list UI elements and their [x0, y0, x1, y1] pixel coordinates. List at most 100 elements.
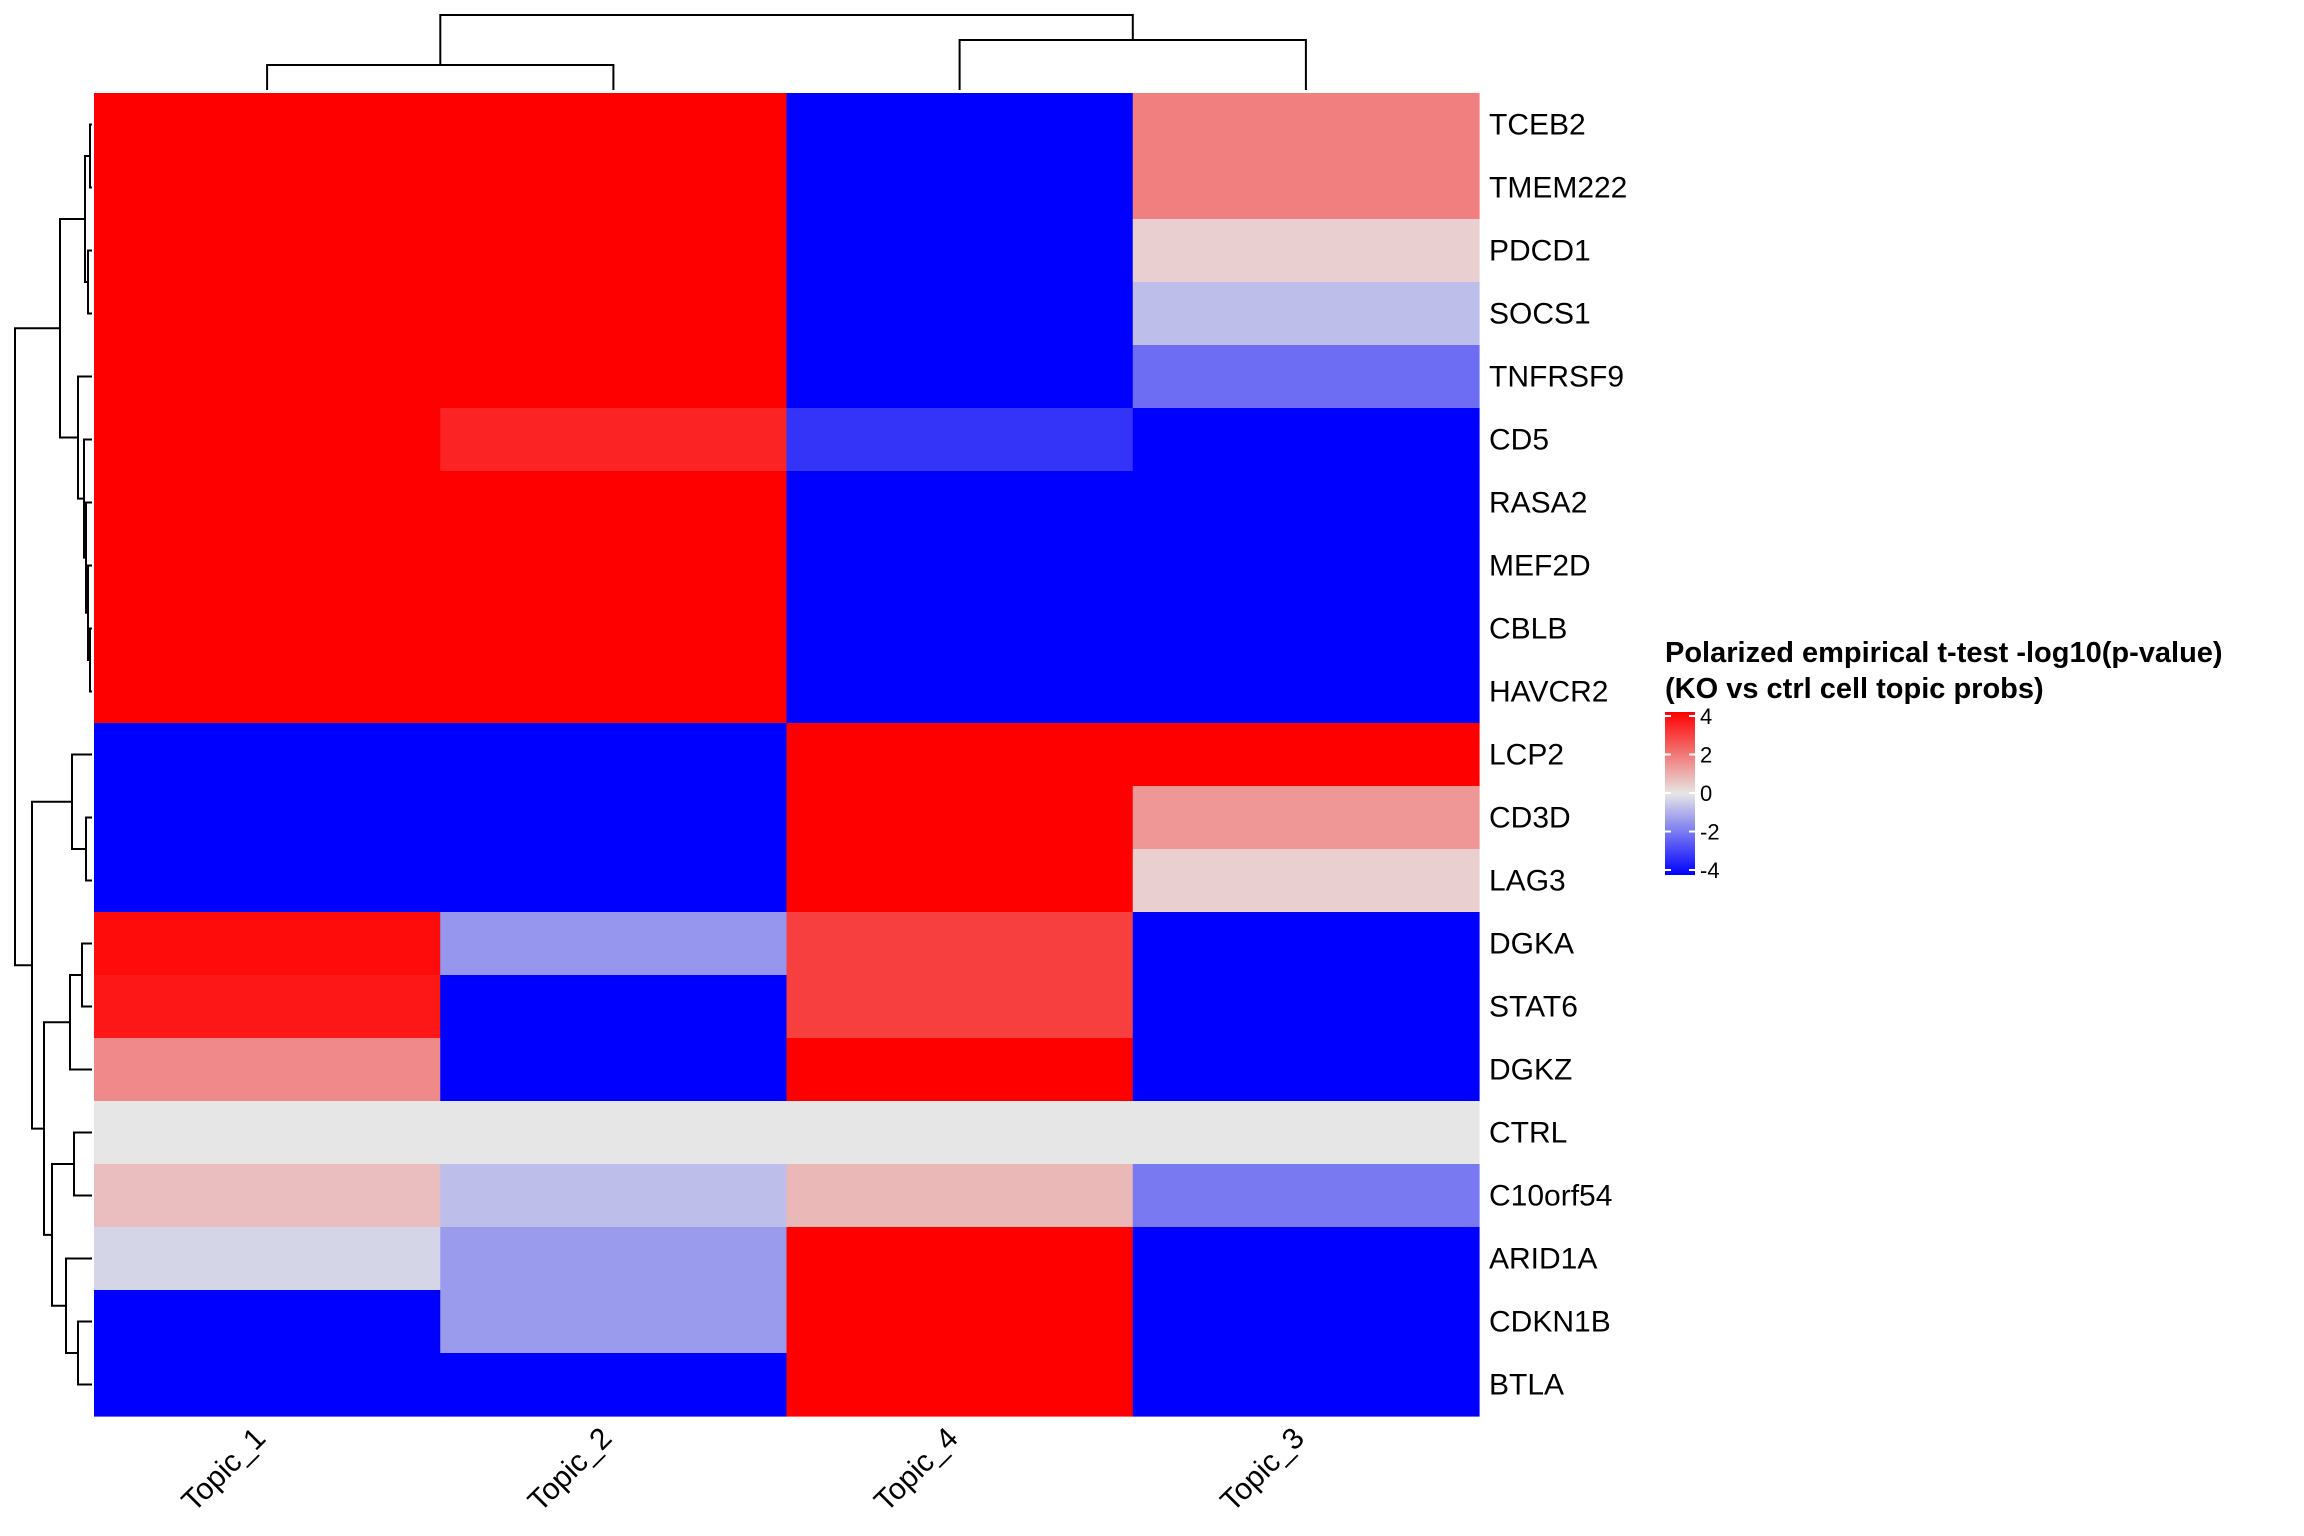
heatmap-cell — [786, 93, 1134, 157]
heatmap-cell — [94, 219, 441, 283]
heatmap-cell — [94, 975, 441, 1039]
heatmap-cell — [1132, 597, 1480, 661]
heatmap-cell — [786, 1164, 1134, 1228]
heatmap-cell — [94, 471, 441, 535]
column-label: Topic_4 — [868, 1422, 964, 1518]
heatmap-cell — [94, 156, 441, 220]
heatmap-cell — [786, 345, 1134, 409]
row-label: SOCS1 — [1489, 298, 1591, 331]
heatmap-cell — [94, 345, 441, 409]
row-dendrogram-branch — [71, 753, 92, 850]
row-label: CD3D — [1489, 802, 1571, 835]
legend-tick-label: 2 — [1700, 743, 1712, 768]
column-dendrogram-branch — [958, 39, 1307, 90]
heatmap-cell — [786, 975, 1134, 1039]
heatmap-cell — [786, 597, 1134, 661]
row-dendrogram-branch — [85, 816, 92, 882]
heatmap-cell — [1132, 534, 1480, 598]
heatmap-cell — [94, 723, 441, 787]
row-label: PDCD1 — [1489, 235, 1591, 268]
row-label: TCEB2 — [1489, 109, 1586, 142]
heatmap-cell — [94, 1101, 441, 1165]
heatmap-cell — [94, 93, 441, 157]
heatmap-cell — [786, 1227, 1134, 1291]
heatmap-cell — [440, 1227, 788, 1291]
heatmap-cell — [440, 786, 788, 850]
row-label: CBLB — [1489, 613, 1567, 646]
heatmap-cell — [94, 1353, 441, 1417]
heatmap-cell — [440, 93, 788, 157]
heatmap-cell — [94, 534, 441, 598]
heatmap-cell — [1132, 975, 1480, 1039]
heatmap-cell — [94, 597, 441, 661]
row-label: ARID1A — [1489, 1243, 1597, 1276]
heatmap-cell — [94, 1290, 441, 1354]
heatmap-cell — [786, 1101, 1134, 1165]
heatmap-cell — [94, 786, 441, 850]
column-dendrogram-branch — [266, 64, 615, 90]
heatmap-cell — [1132, 93, 1480, 157]
heatmap-cell — [786, 219, 1134, 283]
legend-tick-label: -2 — [1700, 820, 1720, 845]
heatmap-cell — [440, 912, 788, 976]
heatmap-cell — [440, 597, 788, 661]
heatmap-cell — [94, 1038, 441, 1102]
heatmap-cell — [440, 408, 788, 472]
heatmap-cells — [94, 93, 1480, 1417]
heatmap-cell — [1132, 471, 1480, 535]
heatmap-cell — [440, 345, 788, 409]
legend-tick-label: -4 — [1700, 858, 1720, 883]
row-label: MEF2D — [1489, 550, 1591, 583]
row-label: HAVCR2 — [1489, 676, 1608, 709]
column-labels: Topic_1 Topic_2 Topic_4 Topic_3 — [176, 1422, 1311, 1518]
heatmap-cell — [440, 660, 788, 724]
heatmap-cell — [440, 1164, 788, 1228]
row-label: BTLA — [1489, 1369, 1564, 1402]
heatmap-cell — [94, 660, 441, 724]
row-labels: TCEB2 TMEM222 PDCD1 SOCS1 TNFRSF9 CD5 RASA2 MEF… — [1489, 109, 1627, 1402]
row-label: RASA2 — [1489, 487, 1587, 520]
row-dendrogram-branch — [89, 627, 92, 693]
row-label: LCP2 — [1489, 739, 1564, 772]
heatmap-cell — [1132, 660, 1480, 724]
heatmap-cell — [1132, 345, 1480, 409]
heatmap-cell — [440, 1101, 788, 1165]
legend-title-line1: Polarized empirical t-test -log10(p-valu… — [1665, 637, 2223, 669]
row-label: C10orf54 — [1489, 1180, 1612, 1213]
row-dendrogram-branch — [73, 1131, 92, 1197]
legend-tick-label: 4 — [1700, 704, 1712, 729]
legend-tick-label: 0 — [1700, 781, 1712, 806]
row-dendrogram-branch — [51, 1163, 74, 1307]
heatmap-cell — [1132, 1101, 1480, 1165]
heatmap-cell — [94, 1227, 441, 1291]
row-label: DGKZ — [1489, 1054, 1572, 1087]
heatmap-cell — [786, 723, 1134, 787]
column-dendrogram-branch — [439, 14, 1134, 65]
heatmap-cell — [440, 156, 788, 220]
heatmap-cell — [786, 282, 1134, 346]
heatmap-cell — [786, 1038, 1134, 1102]
heatmap-cell — [440, 1290, 788, 1354]
heatmap-cell — [786, 1353, 1134, 1417]
row-label: DGKA — [1489, 928, 1574, 961]
heatmap-cell — [440, 1353, 788, 1417]
heatmap-cell — [440, 471, 788, 535]
heatmap-cell — [1132, 156, 1480, 220]
row-label: TNFRSF9 — [1489, 361, 1624, 394]
column-label: Topic_2 — [522, 1422, 618, 1518]
row-label: CDKN1B — [1489, 1306, 1611, 1339]
heatmap-cell — [440, 723, 788, 787]
heatmap-cell — [440, 534, 788, 598]
row-dendrogram — [14, 123, 92, 1386]
heatmap-cell — [1132, 1038, 1480, 1102]
row-dendrogram-branch — [14, 327, 60, 967]
row-label: STAT6 — [1489, 991, 1578, 1024]
row-label: TMEM222 — [1489, 172, 1627, 205]
heatmap-cell — [440, 219, 788, 283]
heatmap-cell — [786, 156, 1134, 220]
row-dendrogram-branch — [89, 123, 92, 189]
heatmap-cell — [1132, 408, 1480, 472]
heatmap-cell — [1132, 219, 1480, 283]
heatmap-cell — [786, 408, 1134, 472]
